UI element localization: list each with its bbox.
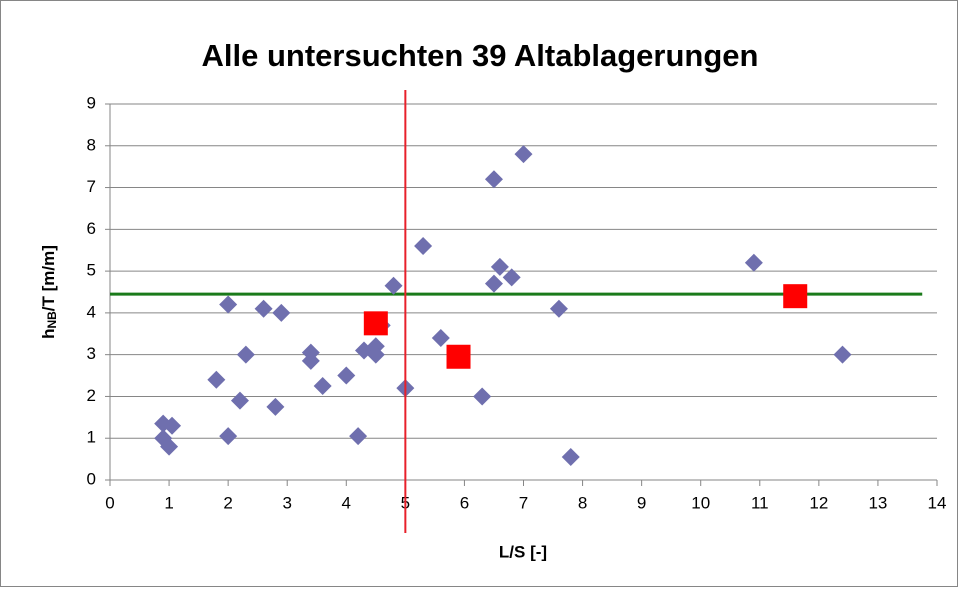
x-tick-label: 9 [637, 493, 646, 512]
x-tick-label: 7 [519, 493, 528, 512]
diamond-marker [473, 387, 492, 406]
diamond-marker [514, 145, 533, 164]
y-tick-label: 8 [87, 135, 96, 154]
x-tick-label: 0 [105, 493, 114, 512]
x-tick-label: 2 [223, 493, 232, 512]
x-tick-label: 3 [282, 493, 291, 512]
y-tick-label: 6 [87, 219, 96, 238]
y-tick-label: 5 [87, 261, 96, 280]
x-tick-label: 4 [342, 493, 351, 512]
y-label-main: h [39, 329, 58, 339]
diamond-marker [272, 303, 291, 322]
x-tick-label: 13 [868, 493, 887, 512]
diamond-marker [254, 299, 273, 318]
diamond-marker [337, 366, 356, 385]
diamond-marker [301, 351, 320, 370]
diamond-marker [490, 257, 509, 276]
diamond-marker [236, 345, 255, 364]
chart-title: Alle untersuchten 39 Altablagerungen [202, 38, 759, 73]
x-tick-label: 12 [809, 493, 828, 512]
diamond-marker [163, 416, 182, 435]
square-marker [363, 311, 388, 336]
x-tick-label: 1 [164, 493, 173, 512]
y-axis-label: hNB/T [m/m] [39, 245, 59, 339]
y-label-sub: NB [45, 311, 59, 329]
y-tick-label: 9 [87, 93, 96, 112]
diamond-marker [484, 274, 503, 293]
y-tick-label: 0 [87, 469, 96, 488]
x-axis-label: L/S [-] [499, 542, 547, 561]
square-marker [783, 284, 808, 309]
diamond-marker [313, 377, 332, 395]
diamond-marker [366, 345, 385, 364]
diamond-marker [207, 370, 226, 389]
diamond-marker [384, 276, 403, 295]
x-tick-label: 11 [751, 493, 769, 512]
x-tick-label: 6 [460, 493, 469, 512]
y-tick-label: 4 [87, 302, 96, 321]
y-tick-label: 7 [87, 177, 96, 196]
diamond-marker [414, 237, 433, 256]
diamond-marker [833, 345, 852, 364]
diamond-marker [219, 295, 238, 314]
diamond-marker [219, 427, 238, 446]
diamond-marker [431, 328, 450, 347]
diamond-marker [502, 268, 521, 287]
x-tick-label: 10 [691, 493, 710, 512]
y-label-rest: /T [m/m] [39, 245, 58, 311]
diamond-marker [744, 253, 763, 272]
y-tick-label: 1 [87, 428, 96, 447]
diamond-marker [349, 427, 368, 446]
diamond-marker [266, 397, 285, 416]
diamond-marker [484, 170, 503, 189]
diamond-marker [160, 437, 179, 456]
y-tick-label: 2 [87, 386, 96, 405]
diamond-marker [549, 299, 568, 318]
diamond-marker [230, 391, 249, 410]
diamond-marker [561, 448, 580, 467]
x-tick-label: 14 [928, 493, 947, 512]
square-marker [446, 344, 471, 369]
x-tick-label: 8 [578, 493, 587, 512]
y-tick-label: 3 [87, 344, 96, 363]
